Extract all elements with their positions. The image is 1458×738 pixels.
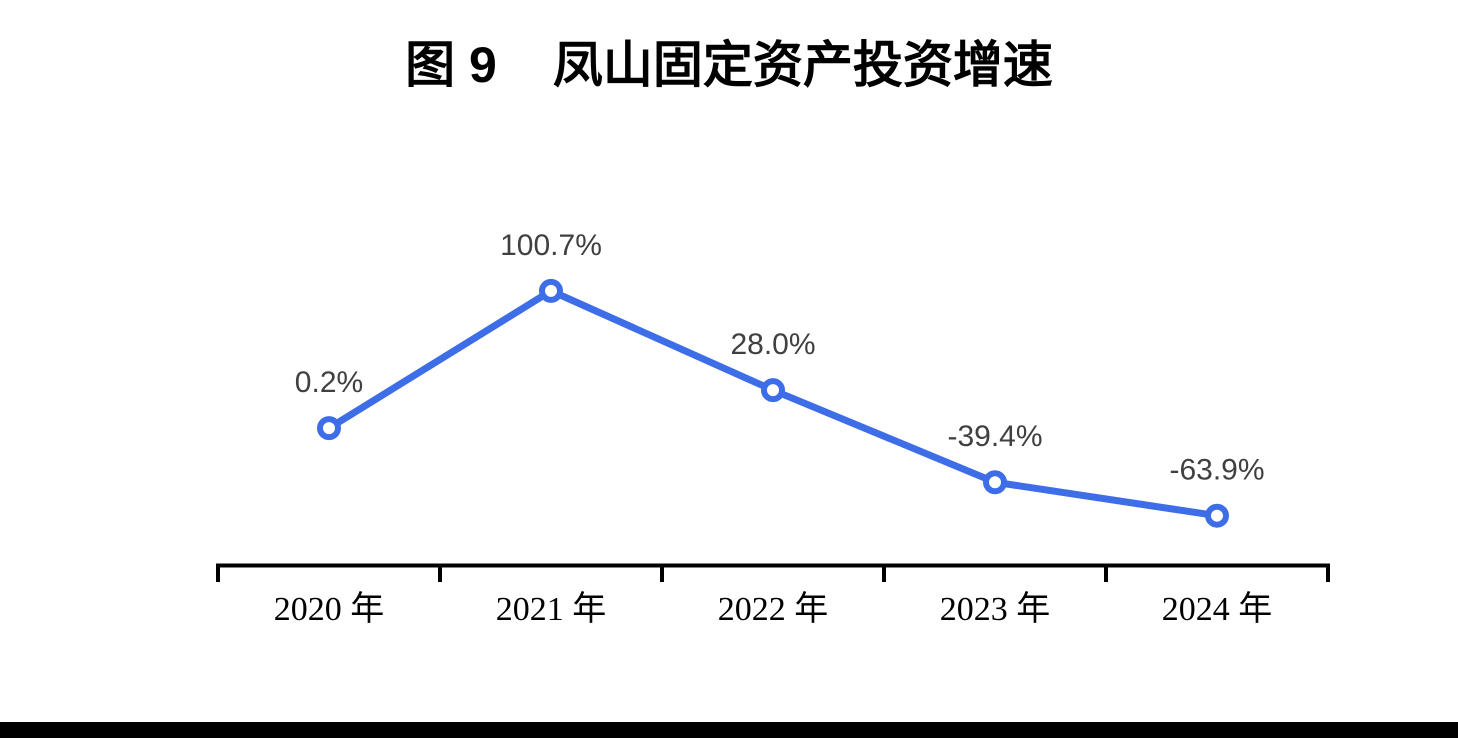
- data-point-label: 28.0%: [730, 328, 815, 361]
- x-axis-tick-label: 2022 年: [718, 590, 829, 628]
- data-point-label: 0.2%: [295, 366, 363, 399]
- data-point-label: -39.4%: [947, 420, 1042, 453]
- data-point-marker: [1205, 503, 1229, 528]
- x-axis-tick-label: 2024 年: [1162, 590, 1273, 628]
- data-point-marker: [317, 416, 341, 441]
- data-point-label: 100.7%: [500, 229, 602, 262]
- x-axis-tick-label: 2021 年: [496, 590, 607, 628]
- data-point-marker: [539, 278, 563, 303]
- data-point-marker: [983, 470, 1007, 495]
- figure-number: 图 9: [405, 37, 497, 93]
- footer-bar: [0, 722, 1458, 738]
- data-point-marker: [761, 378, 785, 403]
- x-axis-tick-label: 2020 年: [274, 590, 385, 628]
- chart-title: 图 9 凤山固定资产投资增速: [0, 32, 1458, 98]
- x-axis: [216, 563, 1330, 582]
- x-axis-tick-label: 2023 年: [940, 590, 1051, 628]
- data-point-label: -63.9%: [1169, 454, 1264, 487]
- figure-title-text: 凤山固定资产投资增速: [552, 37, 1053, 93]
- series-line: [327, 286, 1218, 520]
